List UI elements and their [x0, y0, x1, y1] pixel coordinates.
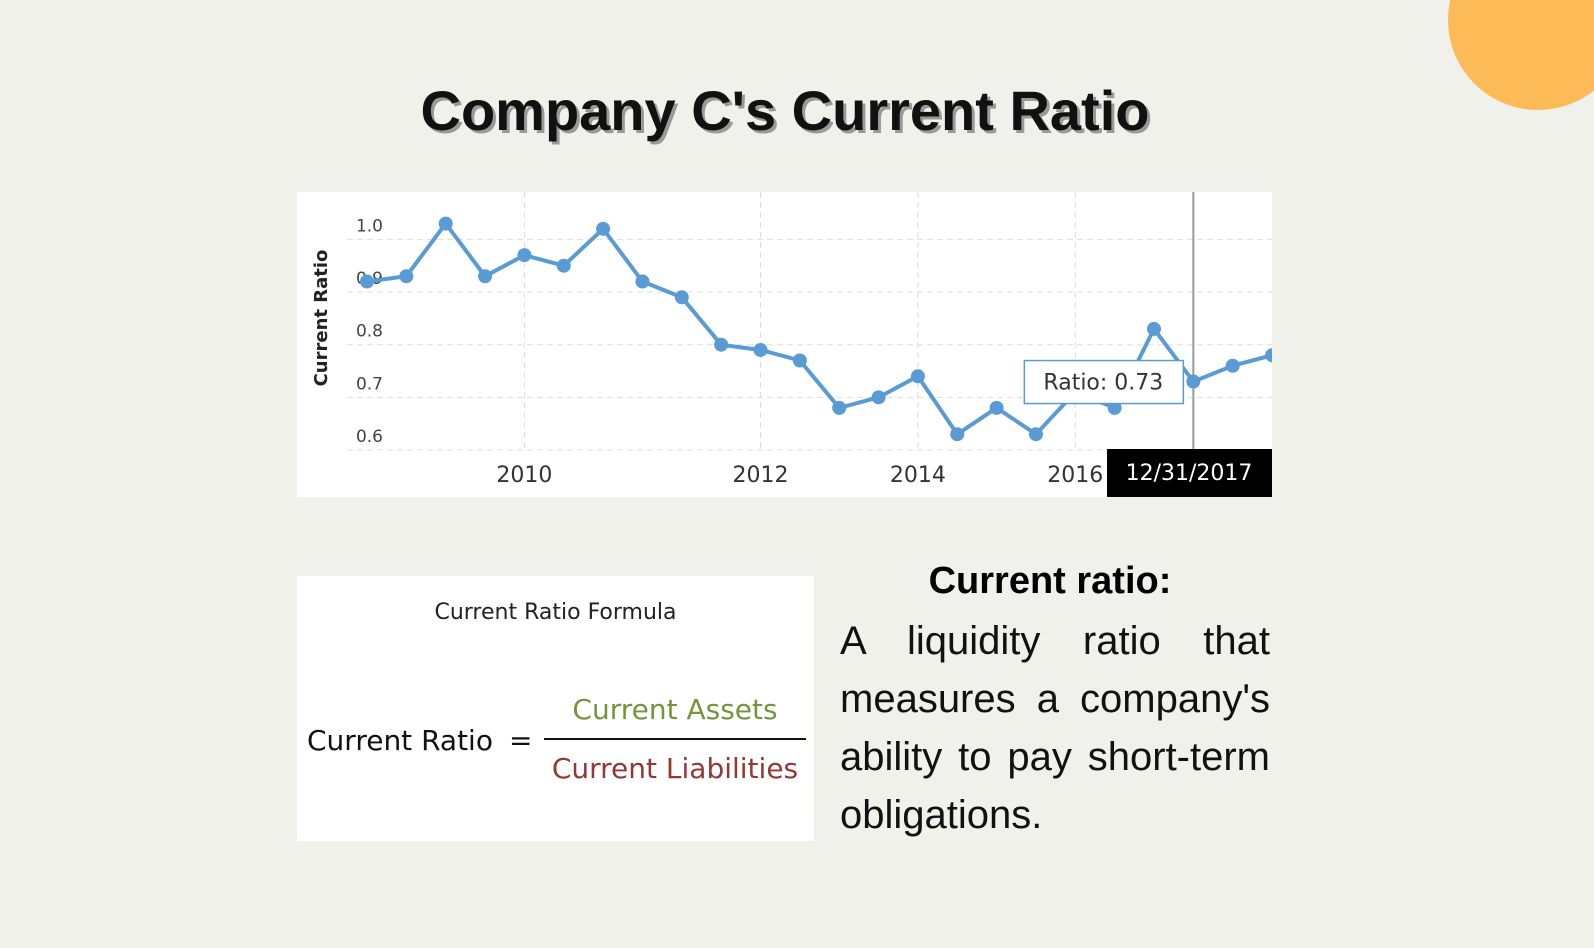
point [360, 274, 374, 289]
formula-box: Current Ratio Formula Current Ratio = Cu… [297, 576, 814, 841]
definition-heading: Current ratio: [928, 560, 1172, 602]
formula-heading: Current Ratio Formula [434, 600, 677, 625]
point [1265, 348, 1272, 363]
fraction-bar [544, 738, 806, 740]
tooltip-box [1023, 359, 1185, 405]
point [871, 390, 886, 405]
decor-circle [1448, 0, 1594, 110]
definition-text: A liquidity ratio that measures a compan… [840, 619, 1270, 837]
y-axis-label: Current Ratio [311, 250, 332, 387]
formula-denominator: Current Liabilities [551, 752, 799, 785]
formula-equals: = [509, 724, 533, 757]
formula-numerator: Current Assets [572, 693, 778, 726]
point [438, 216, 453, 231]
y-tick-label: 0.8 [356, 322, 383, 342]
x-tick-label: 2014 [890, 463, 946, 488]
point [753, 342, 768, 357]
point [910, 369, 925, 384]
point [635, 274, 650, 289]
point [399, 269, 414, 284]
point [1225, 358, 1240, 373]
point [1028, 427, 1043, 442]
point [556, 258, 571, 273]
x-tick-label: 12/31/2017 [1126, 461, 1253, 486]
point [674, 290, 689, 305]
y-tick-label: 1.0 [356, 216, 383, 236]
point [517, 248, 532, 263]
point [832, 400, 847, 415]
point [1107, 400, 1122, 415]
point [1186, 374, 1201, 389]
tooltip-text: Ratio: 0.73 [1043, 371, 1163, 396]
date-box [1107, 449, 1272, 497]
formula-left: Current Ratio [307, 724, 493, 757]
point [714, 337, 729, 352]
title: Company C's Current Ratio [420, 79, 1150, 142]
y-tick-label: 0.7 [356, 374, 383, 394]
x-tick-label: 2010 [496, 463, 552, 488]
point [792, 353, 807, 368]
x-tick-label: 2016 [1047, 463, 1103, 488]
x-tick-label: 2012 [733, 463, 789, 488]
point [1147, 321, 1161, 336]
y-tick-label: 0.6 [356, 427, 383, 447]
point [950, 427, 965, 442]
point [478, 269, 493, 284]
point [596, 221, 611, 236]
point [989, 400, 1004, 415]
